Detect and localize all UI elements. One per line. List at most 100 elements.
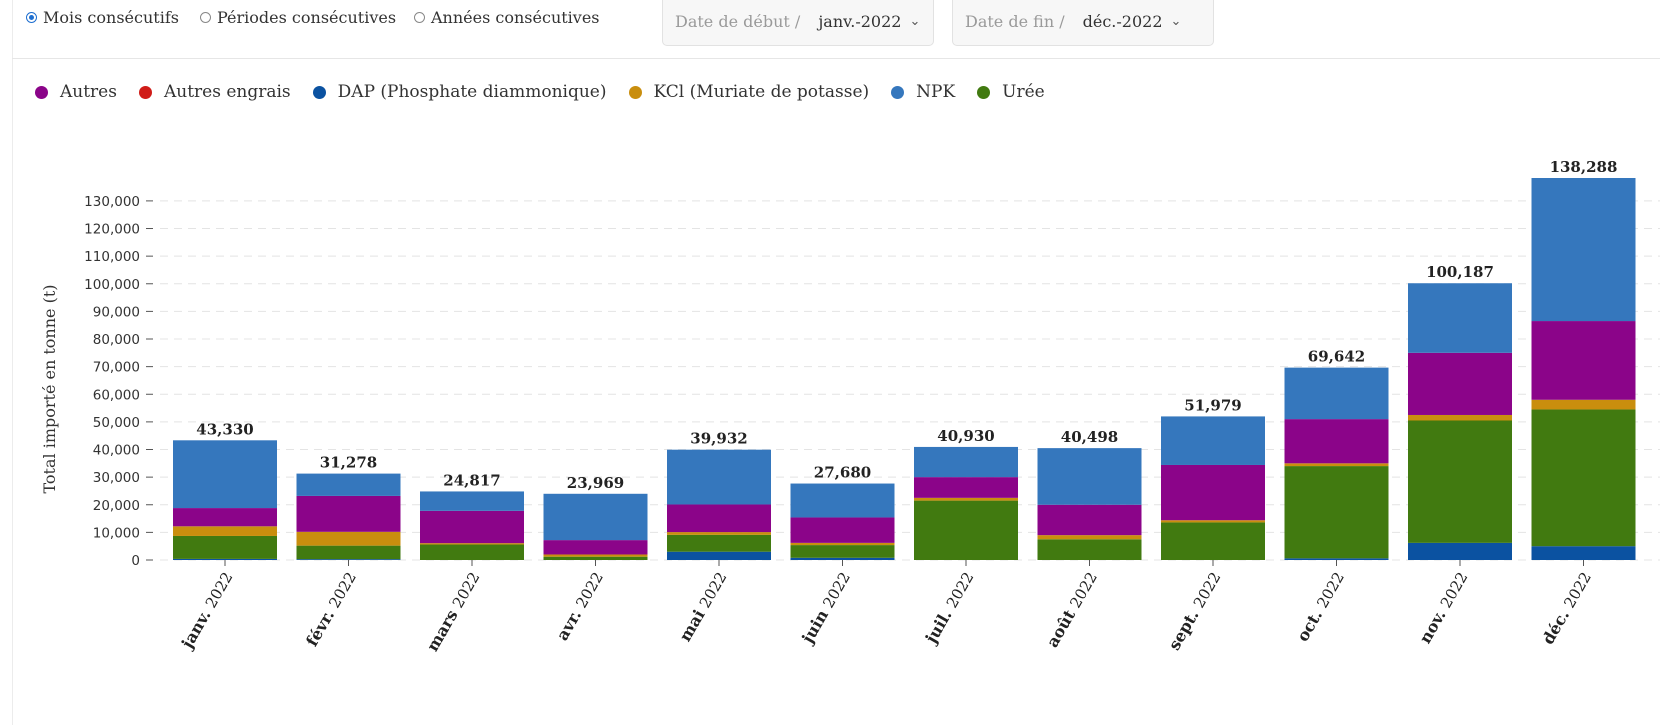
bar-segment [173, 558, 277, 560]
radio-checked-icon [26, 12, 37, 23]
bar-segment [1408, 420, 1512, 543]
bar-total-label: 31,278 [320, 454, 377, 472]
bar-segment [1531, 399, 1636, 410]
legend-item-npk[interactable]: NPK [891, 82, 955, 102]
bar-total-label: 24,817 [443, 471, 500, 489]
y-tick-label: 120,000 [84, 222, 140, 238]
bar-segment [1037, 504, 1142, 536]
legend-label: Autres [60, 82, 117, 102]
y-tick-label: 30,000 [93, 470, 140, 486]
bar-segment [296, 545, 401, 560]
bar-segment [914, 477, 1018, 498]
bar-segment [790, 557, 895, 560]
y-tick-label: 70,000 [93, 360, 140, 376]
bar-segment [667, 532, 771, 535]
legend-item-autres[interactable]: Autres [35, 82, 117, 102]
bar-total-label: 43,330 [196, 420, 253, 438]
legend-label: Autres engrais [163, 82, 291, 102]
bar-segment [1037, 535, 1142, 540]
bar-segment [790, 545, 895, 558]
bar-segment [420, 491, 524, 511]
bar-segment [296, 495, 401, 532]
bar-segment [543, 540, 648, 555]
bar-segment [420, 544, 524, 560]
x-tick-label: avr. 2022 [553, 569, 607, 644]
x-tick-label: déc. 2022 [1538, 569, 1595, 648]
legend-dot-icon [312, 85, 326, 99]
bar-segment [420, 543, 524, 545]
chart-legend: Autres Autres engrais DAP (Phosphate dia… [35, 80, 1067, 104]
bar-segment [1161, 416, 1265, 465]
bar-segment [914, 500, 1018, 560]
y-tick-label: 80,000 [93, 332, 140, 348]
y-tick-label: 10,000 [93, 525, 140, 541]
legend-label: NPK [916, 82, 956, 102]
y-tick-label: 110,000 [84, 249, 140, 265]
bar-segment [914, 497, 1018, 501]
bar-segment [1161, 520, 1265, 523]
bar-total-label: 138,288 [1550, 158, 1618, 176]
chevron-down-icon: ⌄ [1170, 14, 1182, 29]
end-date-select[interactable]: Date de fin / déc.-2022 ⌄ [952, 0, 1214, 46]
legend-dot-icon [628, 85, 642, 99]
legend-item-uree[interactable]: Urée [977, 82, 1045, 102]
x-tick-label: juin 2022 [797, 569, 854, 649]
bar-segment [1284, 367, 1389, 420]
bar-segment [543, 493, 648, 541]
bar-total-label: 40,930 [937, 427, 994, 445]
legend-label: KCl (Muriate de potasse) [653, 82, 870, 102]
bar-total-label: 40,498 [1061, 428, 1118, 446]
bar-segment [667, 534, 771, 552]
bar-segment [173, 440, 277, 509]
legend-label: DAP (Phosphate diammonique) [337, 82, 607, 102]
legend-label: Urée [1002, 82, 1045, 102]
bar-total-label: 39,932 [690, 430, 747, 448]
radio-label: Périodes consécutives [217, 8, 397, 27]
x-tick-label: janv. 2022 [177, 569, 237, 654]
bar-segment [420, 510, 524, 544]
bar-segment [1408, 542, 1512, 560]
toolbar: Mois consécutifs Périodes consécutives A… [12, 0, 1660, 59]
bar-segment [1531, 409, 1636, 547]
y-tick-label: 20,000 [93, 498, 140, 514]
start-date-label: Date de début / [675, 12, 801, 31]
radio-unchecked-icon [414, 12, 425, 23]
bar-segment [667, 449, 771, 505]
bar-segment [1284, 558, 1389, 560]
bar-total-label: 100,187 [1426, 263, 1494, 281]
x-tick-label: juil. 2022 [921, 569, 978, 649]
bar-segment [173, 526, 277, 536]
bar-segment [1284, 419, 1389, 464]
radio-consecutive-periods[interactable]: Périodes consécutives [200, 8, 396, 27]
legend-item-autres-engrais[interactable]: Autres engrais [138, 82, 291, 102]
bar-segment [790, 542, 895, 546]
start-date-select[interactable]: Date de début / janv.-2022 ⌄ [662, 0, 934, 46]
bar-segment [1531, 546, 1636, 560]
y-tick-label: 0 [131, 553, 140, 569]
bar-segment [296, 559, 401, 560]
y-tick-label: 40,000 [93, 443, 140, 459]
x-tick-label: sept. 2022 [1164, 569, 1224, 654]
left-border [12, 0, 13, 725]
legend-dot-icon [138, 85, 152, 99]
end-date-value: déc.-2022 [1082, 12, 1163, 31]
radio-consecutive-years[interactable]: Années consécutives [414, 8, 600, 27]
bar-total-label: 69,642 [1308, 348, 1365, 366]
legend-dot-icon [891, 85, 905, 99]
x-tick-label: nov. 2022 [1415, 569, 1471, 647]
radio-consecutive-months[interactable]: Mois consécutifs [26, 8, 179, 27]
bar-segment [1284, 463, 1389, 467]
bar-segment [1408, 352, 1512, 415]
legend-item-dap[interactable]: DAP (Phosphate diammonique) [312, 82, 607, 102]
legend-item-kcl[interactable]: KCl (Muriate de potasse) [628, 82, 870, 102]
x-tick-label: oct. 2022 [1293, 569, 1348, 645]
y-axis-title: Total importé en tonne (t) [40, 284, 59, 493]
radio-label: Années consécutives [431, 8, 600, 27]
y-tick-label: 50,000 [93, 415, 140, 431]
bar-total-label: 23,969 [567, 474, 624, 492]
chevron-down-icon: ⌄ [909, 14, 921, 29]
bar-segment [1037, 448, 1142, 505]
bar-segment [543, 556, 648, 560]
bar-total-label: 27,680 [814, 464, 871, 482]
